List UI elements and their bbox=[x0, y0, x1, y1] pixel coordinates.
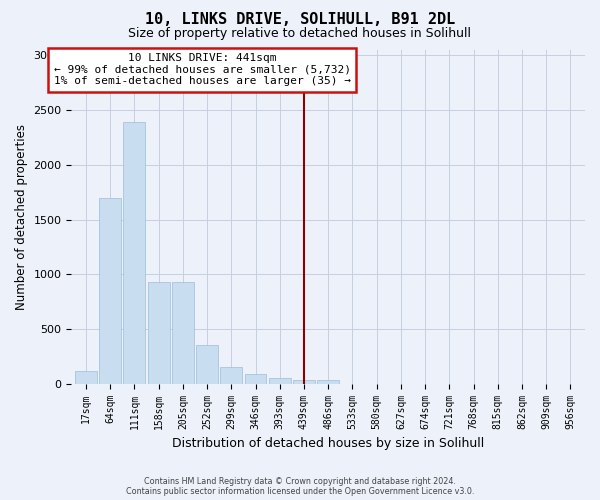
Bar bbox=[148, 282, 170, 384]
Bar bbox=[317, 380, 339, 384]
Bar bbox=[99, 198, 121, 384]
Text: 10, LINKS DRIVE, SOLIHULL, B91 2DL: 10, LINKS DRIVE, SOLIHULL, B91 2DL bbox=[145, 12, 455, 28]
Bar bbox=[293, 380, 315, 384]
X-axis label: Distribution of detached houses by size in Solihull: Distribution of detached houses by size … bbox=[172, 437, 484, 450]
Bar bbox=[124, 122, 145, 384]
Bar bbox=[196, 346, 218, 384]
Bar bbox=[75, 370, 97, 384]
Y-axis label: Number of detached properties: Number of detached properties bbox=[15, 124, 28, 310]
Text: Size of property relative to detached houses in Solihull: Size of property relative to detached ho… bbox=[128, 28, 472, 40]
Bar bbox=[269, 378, 290, 384]
Text: Contains HM Land Registry data © Crown copyright and database right 2024.
Contai: Contains HM Land Registry data © Crown c… bbox=[126, 476, 474, 496]
Bar bbox=[172, 282, 194, 384]
Text: 10 LINKS DRIVE: 441sqm
← 99% of detached houses are smaller (5,732)
1% of semi-d: 10 LINKS DRIVE: 441sqm ← 99% of detached… bbox=[54, 54, 351, 86]
Bar bbox=[245, 374, 266, 384]
Bar bbox=[220, 366, 242, 384]
